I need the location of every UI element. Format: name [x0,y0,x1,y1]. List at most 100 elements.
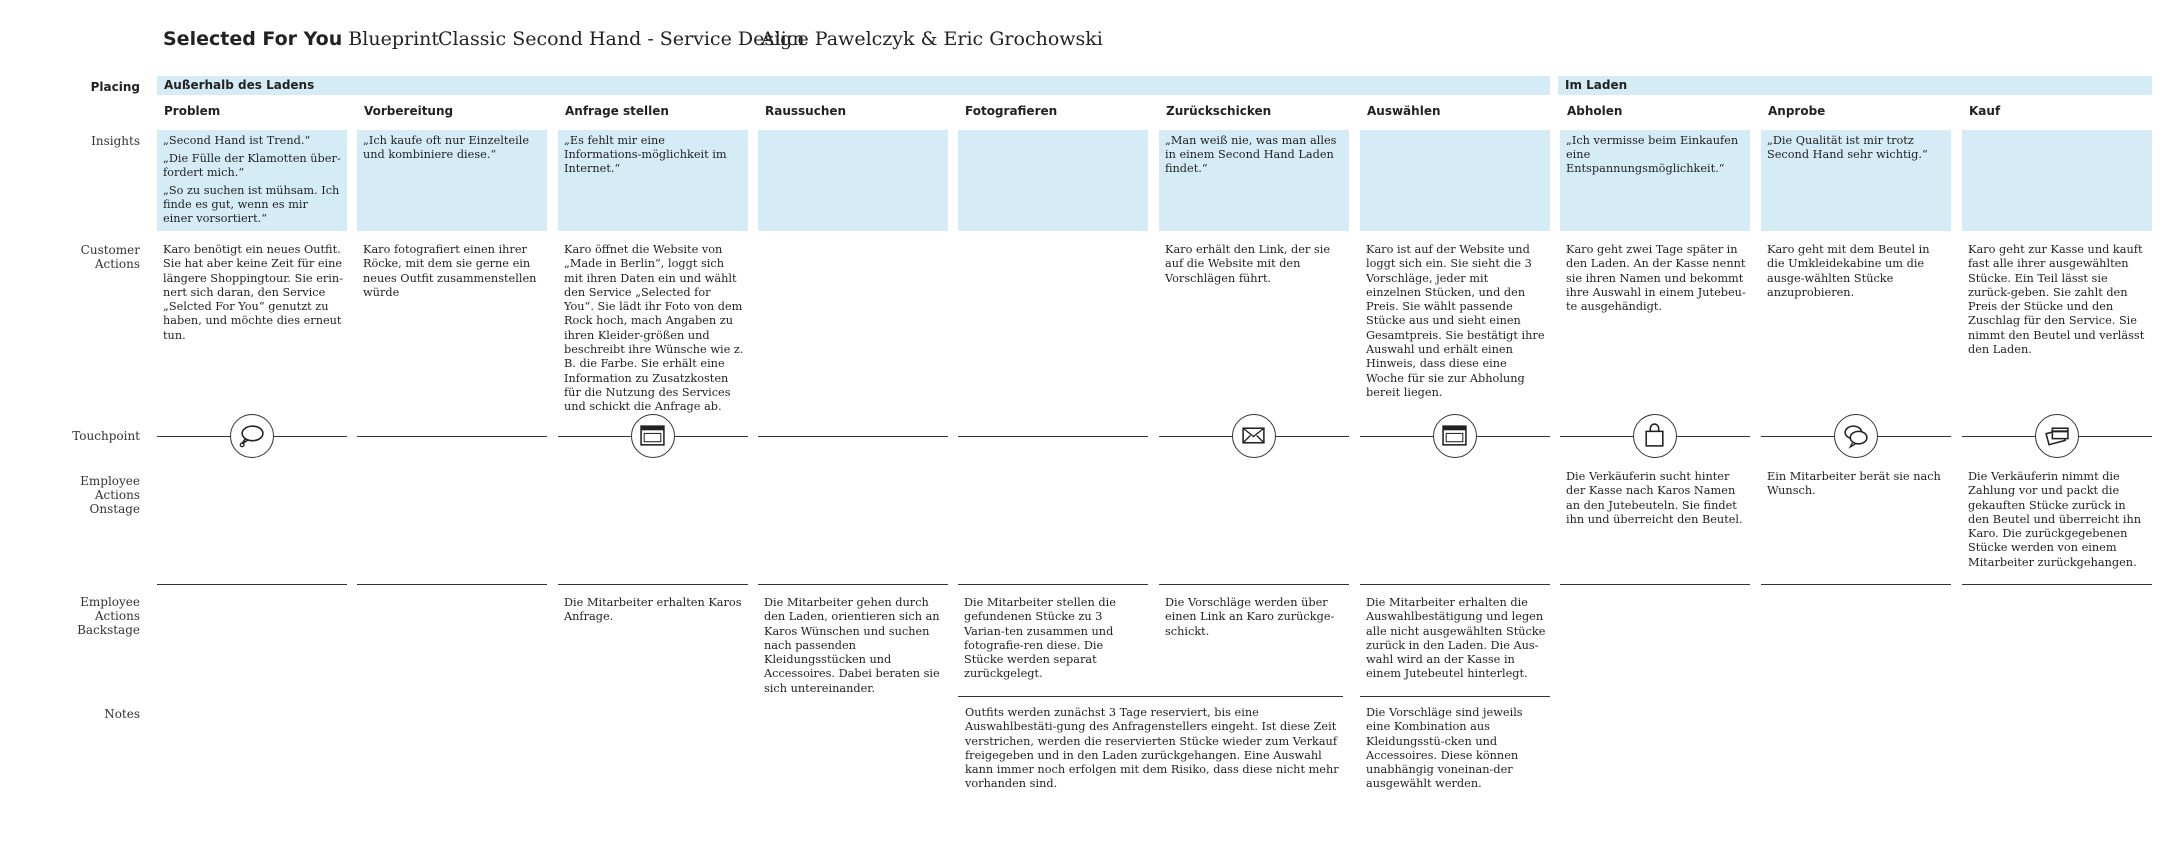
insight-quote: „Ich vermisse beim Einkaufen eine Entspa… [1566,134,1739,175]
customer-action: Karo geht zur Kasse und kauft fast alle … [1968,243,2148,357]
customer-action: Karo benötigt ein neues Outfit. Sie hat … [163,243,343,343]
backstage-action: Die Mitarbeiter erhalten die Auswahlbest… [1366,596,1546,682]
row-label-insights: Insights [91,134,140,148]
line-of-visibility [1560,584,1750,585]
step-title: Anfrage stellen [565,104,669,118]
backstage-action-text: Die Mitarbeiter erhalten Karos Anfrage. [564,596,742,624]
backstage-action: Die Mitarbeiter erhalten Karos Anfrage. [564,596,744,625]
customer-action: Karo fotografiert einen ihrer Röcke, mit… [363,243,543,300]
onstage-action-text: Die Verkäuferin sucht hinter der Kasse n… [1566,470,1743,526]
backstage-action: Die Vorschläge werden über einen Link an… [1165,596,1345,639]
row-label-line: Employee [80,474,140,488]
backstage-action-text: Die Mitarbeiter gehen durch den Laden, o… [764,596,940,695]
touchpoint-circle [2035,414,2079,458]
touchpoint-circle [1633,414,1677,458]
insight-quote: „Second Hand ist Trend.“ [163,134,311,147]
touchpoint-circle [1433,414,1477,458]
phase-in-store: Im Laden [1558,76,2152,95]
insight-quote: „So zu suchen ist mühsam. Ich finde es g… [163,184,340,225]
notes-divider [1360,696,1550,697]
touchpoint-circle [631,414,675,458]
row-label-line: Employee [80,595,140,609]
customer-action-text: Karo öffnet die Website von „Made in Ber… [564,243,744,414]
customer-action: Karo geht zwei Tage später in den Laden.… [1566,243,1746,314]
insight-quote: „Ich kaufe oft nur Einzelteile und kombi… [363,134,530,161]
insight-box: „Ich vermisse beim Einkaufen eine Entspa… [1560,130,1750,231]
line-of-visibility [1159,584,1349,585]
line-of-visibility [958,584,1148,585]
customer-action-text: Karo geht zur Kasse und kauft fast alle … [1968,243,2145,357]
blueprint-title: Selected For You Blueprint [163,28,439,50]
row-label-line: Actions [94,609,140,623]
backstage-action: Die Mitarbeiter gehen durch den Laden, o… [764,596,944,696]
step-title: Abholen [1567,104,1623,118]
onstage-action: Die Verkäuferin nimmt die Zahlung vor un… [1968,470,2148,570]
insight-box: „Die Qualität ist mir trotz Second Hand … [1761,130,1951,231]
step-title: Fotografieren [965,104,1058,118]
backstage-action: Die Mitarbeiter stellen die gefundenen S… [964,596,1144,682]
step-title: Auswählen [1367,104,1441,118]
note-text: Outfits werden zunächst 3 Tage reservier… [965,706,1339,791]
line-of-visibility [758,584,948,585]
line-of-visibility [157,584,347,585]
customer-action-text: Karo fotografiert einen ihrer Röcke, mit… [363,243,537,299]
row-label-backstage: Employee Actions Backstage [40,595,140,637]
customer-action-text: Karo benötigt ein neues Outfit. Sie hat … [163,243,343,342]
backstage-action-text: Die Vorschläge werden über einen Link an… [1165,596,1335,638]
insight-box: „Ich kaufe oft nur Einzelteile und kombi… [357,130,547,231]
insight-quote: „Die Qualität ist mir trotz Second Hand … [1767,134,1928,161]
backstage-action-text: Die Mitarbeiter erhalten die Auswahlbest… [1366,596,1546,681]
onstage-action-text: Ein Mitarbeiter berät sie nach Wunsch. [1767,470,1941,498]
row-label-onstage: Employee Actions Onstage [40,474,140,516]
customer-action: Karo geht mit dem Beutel in die Umkleide… [1767,243,1947,300]
customer-action-text: Karo geht zwei Tage später in den Laden.… [1566,243,1746,314]
phase-outside-store: Außerhalb des Ladens [157,76,1550,95]
title-rest: Blueprint [342,28,440,50]
touchpoint-circle [1834,414,1878,458]
step-title: Kauf [1969,104,2001,118]
authors: Alice Pawelczyk & Eric Grochowski [761,28,1103,50]
onstage-action: Ein Mitarbeiter berät sie nach Wunsch. [1767,470,1947,499]
onstage-action: Die Verkäuferin sucht hinter der Kasse n… [1566,470,1746,527]
row-label-line: Actions [94,257,140,271]
project-title: Classic Second Hand - Service Design [438,28,805,50]
note-text: Die Vorschläge sind jeweils eine Kombina… [1366,706,1523,791]
note-reservation: Outfits werden zunächst 3 Tage reservier… [965,706,1345,792]
customer-action-text: Karo ist auf der Website und loggt sich … [1366,243,1545,399]
customer-action: Karo öffnet die Website von „Made in Ber… [564,243,744,415]
row-label-line: Actions [94,488,140,502]
line-of-visibility [357,584,547,585]
customer-action: Karo erhält den Link, der sie auf die We… [1165,243,1345,286]
row-label-line: Customer [80,243,140,257]
insight-box [1360,130,1550,231]
customer-action-text: Karo erhält den Link, der sie auf die We… [1165,243,1331,285]
insight-box: „Man weiß nie, was man alles in einem Se… [1159,130,1349,231]
line-of-visibility [1962,584,2152,585]
customer-action-text: Karo geht mit dem Beutel in die Umkleide… [1767,243,1930,299]
insight-box: „Es fehlt mir eine Informations-möglichk… [558,130,748,231]
notes-divider [958,696,1343,697]
insight-box [758,130,948,231]
touchpoint-line [357,436,547,437]
customer-action: Karo ist auf der Website und loggt sich … [1366,243,1546,400]
touchpoint-line [758,436,948,437]
title-bold: Selected For You [163,28,343,50]
row-label-line: Backstage [77,623,140,637]
row-label-notes: Notes [104,707,140,721]
line-of-visibility [1360,584,1550,585]
insight-quote: „Es fehlt mir eine Informations-möglichk… [564,134,727,175]
insight-box: „Second Hand ist Trend.“ „Die Fülle der K… [157,130,347,231]
step-title: Vorbereitung [364,104,454,118]
insight-box [1962,130,2152,231]
touchpoint-line [958,436,1148,437]
step-title: Anprobe [1768,104,1826,118]
insight-quote: „Man weiß nie, was man alles in einem Se… [1165,134,1337,175]
touchpoint-circle [230,414,274,458]
step-title: Problem [164,104,221,118]
step-title: Raussuchen [765,104,847,118]
row-label-customer-actions: Customer Actions [40,243,140,271]
row-label-line: Onstage [89,502,140,516]
backstage-action-text: Die Mitarbeiter stellen die gefundenen S… [964,596,1116,681]
onstage-action-text: Die Verkäuferin nimmt die Zahlung vor un… [1968,470,2142,569]
insight-box [958,130,1148,231]
